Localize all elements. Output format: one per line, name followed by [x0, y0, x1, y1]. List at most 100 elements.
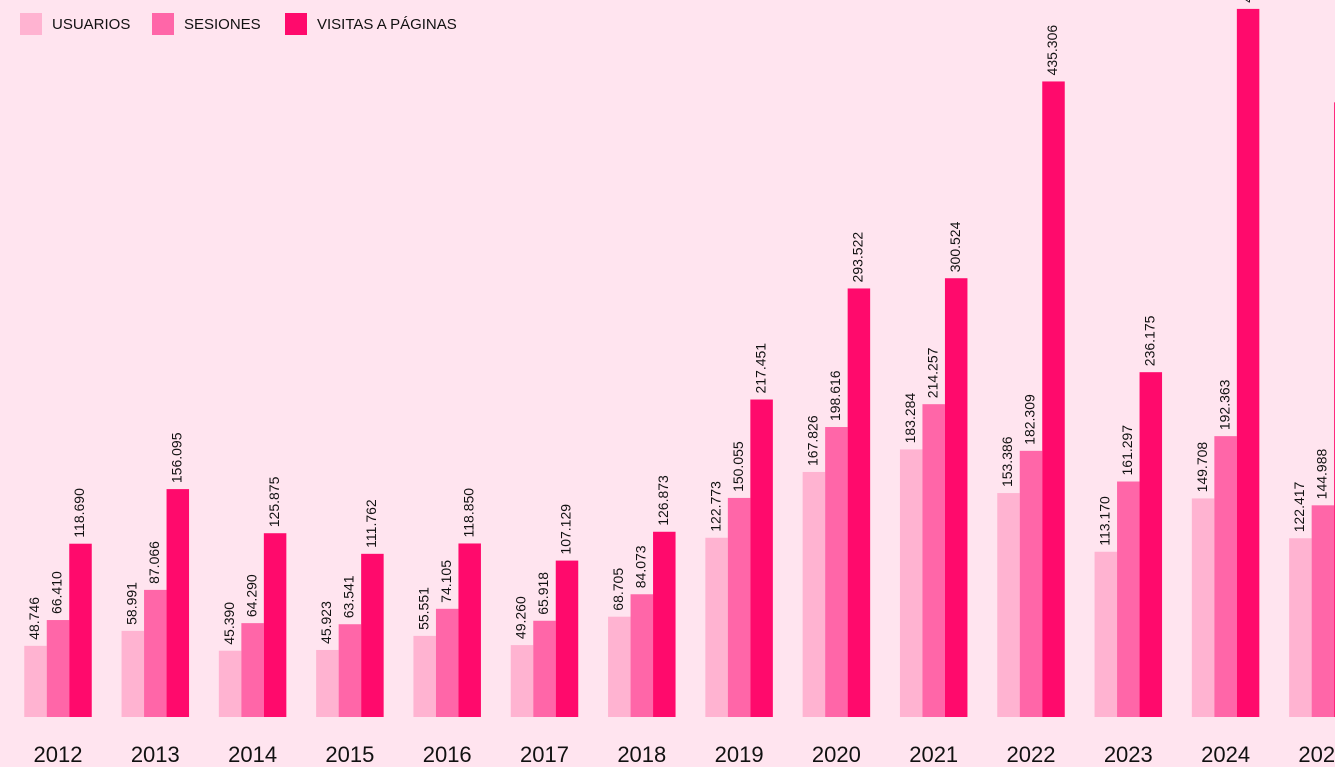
bar: [944, 278, 968, 717]
value-label: 66.410: [49, 571, 65, 614]
value-label: 48.746: [26, 597, 42, 640]
bar: [1094, 551, 1118, 717]
value-label: 156.095: [169, 432, 185, 483]
x-tick-label: 2020: [812, 742, 861, 767]
value-label: 192.363: [1216, 379, 1232, 430]
value-label: 49.260: [513, 596, 529, 639]
bar: [510, 645, 534, 717]
value-label: 45.923: [318, 601, 334, 644]
value-label: 300.524: [947, 221, 963, 272]
legend-label: VISITAS A PÁGINAS: [317, 16, 457, 33]
value-label: 435.306: [1044, 25, 1060, 76]
x-tick-label: 2013: [131, 742, 180, 767]
value-label: 45.390: [221, 602, 237, 645]
bar: [435, 608, 459, 717]
bar: [1139, 372, 1163, 717]
legend-label: USUARIOS: [52, 16, 130, 33]
bar: [847, 288, 871, 717]
bar: [69, 543, 92, 717]
bar: [1289, 538, 1312, 717]
bar: [1214, 436, 1237, 717]
value-label: 118.690: [71, 488, 87, 538]
bar: [361, 553, 384, 717]
value-label: 55.551: [415, 587, 431, 630]
value-label: 214.257: [924, 347, 940, 398]
value-label: 64.290: [243, 574, 259, 617]
value-label: 113.170: [1097, 496, 1113, 546]
x-tick-label: 2019: [715, 742, 764, 767]
value-label: 161.297: [1119, 425, 1135, 476]
value-label: 293.522: [850, 232, 866, 283]
x-tick-label: 2025: [1298, 742, 1335, 767]
bar: [922, 404, 945, 717]
bar: [727, 497, 751, 717]
bar: [750, 399, 773, 717]
value-label: 198.616: [827, 370, 843, 421]
value-label: 485.000: [1239, 0, 1255, 3]
x-tick-label: 2012: [34, 742, 83, 767]
value-label: 87.066: [146, 541, 162, 584]
value-label: 122.773: [707, 481, 723, 532]
value-label: 58.991: [124, 582, 140, 625]
legend-swatch: [152, 13, 174, 35]
value-label: 107.129: [558, 504, 574, 555]
value-label: 84.073: [633, 545, 649, 588]
x-tick-label: 2022: [1007, 742, 1056, 767]
bar: [533, 620, 556, 717]
value-label: 150.055: [730, 441, 746, 492]
value-label: 153.386: [999, 436, 1015, 487]
bar: [413, 635, 436, 717]
value-label: 122.417: [1291, 481, 1307, 532]
bar: [218, 650, 242, 717]
bar: [458, 543, 481, 717]
value-label: 74.105: [438, 560, 454, 603]
x-tick-label: 2015: [325, 742, 374, 767]
x-tick-label: 2023: [1104, 742, 1153, 767]
x-tick-label: 2018: [617, 742, 666, 767]
bar: [802, 471, 826, 717]
value-label: 68.705: [610, 568, 626, 611]
bar: [1042, 81, 1065, 717]
value-label: 182.309: [1022, 394, 1038, 445]
value-label: 118.850: [460, 488, 476, 538]
bar: [263, 533, 287, 717]
bar: [121, 630, 145, 717]
bar: [608, 616, 631, 717]
bar: [825, 427, 848, 717]
bar: [555, 560, 579, 717]
x-tick-label: 2024: [1201, 742, 1250, 767]
bar: [630, 594, 654, 717]
bar: [997, 493, 1020, 717]
value-label: 183.284: [902, 393, 918, 444]
bar: [705, 537, 728, 717]
value-label: 149.708: [1194, 442, 1210, 493]
bar: [144, 589, 167, 717]
bar: [1236, 8, 1260, 717]
bar: [653, 531, 676, 717]
value-label: 63.541: [341, 575, 357, 618]
bar: [166, 489, 190, 717]
bar: [1019, 450, 1043, 717]
value-label: 236.175: [1142, 315, 1158, 366]
value-label: 217.451: [752, 343, 768, 394]
x-tick-label: 2021: [909, 742, 958, 767]
legend-label: SESIONES: [184, 16, 261, 33]
x-tick-label: 2016: [423, 742, 472, 767]
bar: [899, 449, 923, 717]
value-label: 126.873: [655, 475, 671, 526]
bar: [1117, 481, 1140, 717]
bar: [241, 623, 264, 717]
legend-swatch: [285, 13, 307, 35]
bar: [24, 645, 47, 717]
x-tick-label: 2017: [520, 742, 569, 767]
value-label: 167.826: [805, 415, 821, 466]
bar: [46, 620, 70, 717]
bar: [338, 624, 362, 717]
bar: [316, 649, 339, 717]
value-label: 111.762: [363, 499, 379, 548]
x-tick-label: 2014: [228, 742, 277, 767]
value-label: 65.918: [535, 572, 551, 615]
value-label: 125.875: [266, 476, 282, 527]
